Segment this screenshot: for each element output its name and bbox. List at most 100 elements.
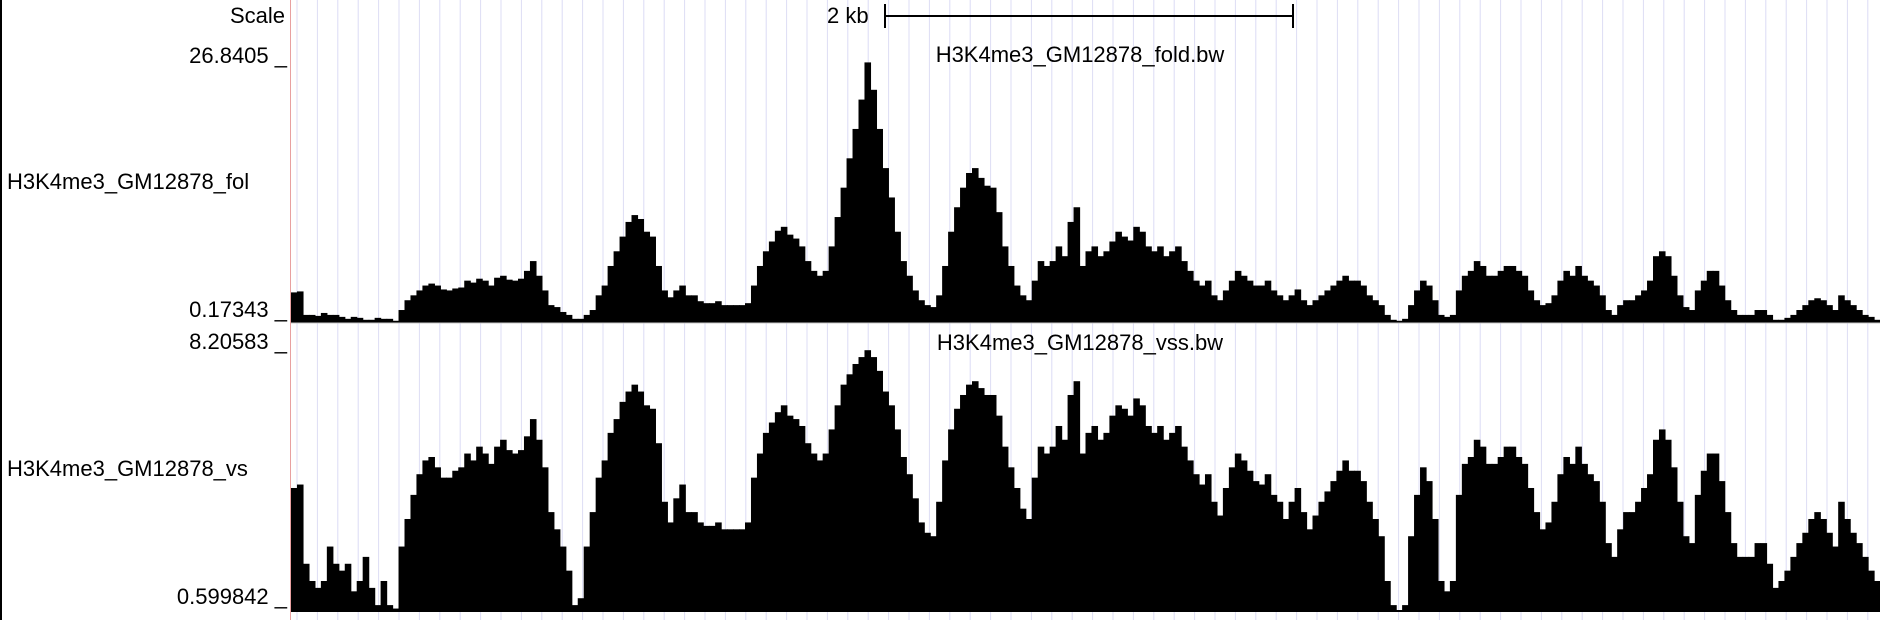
signal-bar [649,408,656,612]
signal-bar [416,474,424,612]
track1-max-label: 26.8405 _ [189,43,287,68]
signal-bar [1193,474,1200,612]
signal-bar [446,290,453,323]
signal-bar [1390,319,1397,323]
signal-bar [1862,556,1869,612]
signal-bar [1635,295,1642,323]
signal-bar [1814,512,1821,612]
signal-bar [954,408,961,612]
signal-bar [792,419,800,612]
signal-bar [374,605,382,612]
signal-bar [631,384,639,612]
signal-bar [1372,518,1379,612]
signal-bar [930,307,937,323]
signal-bar [1772,319,1780,323]
signal-bar [1748,556,1756,612]
signal-bar [577,598,585,612]
signal-bar [386,318,394,323]
signal-bar [1551,295,1559,323]
signal-bar [422,460,429,612]
signal-bar [1575,446,1582,612]
signal-bar [1264,280,1272,323]
signal-bar [356,317,364,323]
signal-bar [494,277,501,323]
signal-bar [326,314,334,323]
signal-bar [1664,439,1672,612]
signal-bar [709,303,716,323]
signal-bar [1670,467,1678,612]
signal-bar [398,310,406,323]
signal-bar [518,278,525,323]
signal-bar [589,310,597,323]
signal-bar [1724,512,1732,612]
signal-bar [1085,251,1093,323]
signal-bar [667,297,674,323]
signal-bar [924,532,931,612]
signal-bar [392,608,400,612]
signal-bar [1461,463,1469,612]
signal-bar [649,236,656,323]
signal-bar [1330,285,1337,323]
signal-bar [458,467,465,612]
signal-bar [500,275,507,323]
signal-bar [864,350,872,612]
signal-bar [344,318,352,323]
signal-bar [804,443,812,612]
signal-bar [1085,432,1093,612]
signal-bar [1784,317,1791,323]
signal-bar [1157,246,1164,323]
signal-bar [500,439,507,612]
tracks-plot-area[interactable] [291,0,1880,620]
signal-bar [607,432,615,612]
signal-bar [1049,446,1057,612]
signal-bar [1240,460,1248,612]
signal-bar [983,394,991,612]
signal-bar [954,207,961,323]
signal-bar [1641,487,1648,612]
signal-bar [1491,275,1499,323]
signal-bar [529,419,537,612]
signal-bar [1342,275,1349,323]
signal-bar [995,415,1003,612]
signal-bar [1784,570,1791,612]
signal-bar [1844,518,1851,612]
signal-bar [733,529,740,612]
signal-bar [1790,556,1797,612]
signal-bar [1605,310,1612,323]
track2-min-label: 0.599842 _ [176,584,287,609]
signal-bar [1354,470,1361,612]
signal-bar [595,295,603,323]
signal-bar [589,512,597,612]
signal-bar [667,522,674,612]
signal-bar [1515,270,1523,323]
signal-bar [1097,256,1105,323]
signal-bar [870,89,878,323]
signal-bar [296,291,304,323]
signal-bar [637,391,645,612]
signal-bar [362,319,370,323]
track2-name-label[interactable]: H3K4me3_GM12878_vs [7,456,248,481]
signal-bar [1013,487,1021,612]
signal-bar [326,546,334,612]
signal-bar [739,529,746,612]
signal-bar [774,230,782,323]
signal-bar [900,261,907,323]
signal-bar [422,285,429,323]
signal-bar [643,231,651,323]
track1-name-label[interactable]: H3K4me3_GM12878_fol [7,169,250,194]
signal-bar [523,436,531,612]
signal-bar [1503,446,1511,612]
signal-bar [1384,314,1391,323]
signal-bar [535,439,543,612]
signal-bar [470,282,477,323]
signal-bar [476,446,483,612]
signal-bar [338,570,346,612]
signal-bar [697,522,704,612]
signal-bar [1408,536,1415,612]
left-border [0,0,2,620]
signal-bar [1491,463,1499,612]
signal-bar [529,261,537,323]
signal-bar [1874,580,1880,612]
signal-bar [458,287,465,323]
signal-bar [709,525,716,612]
